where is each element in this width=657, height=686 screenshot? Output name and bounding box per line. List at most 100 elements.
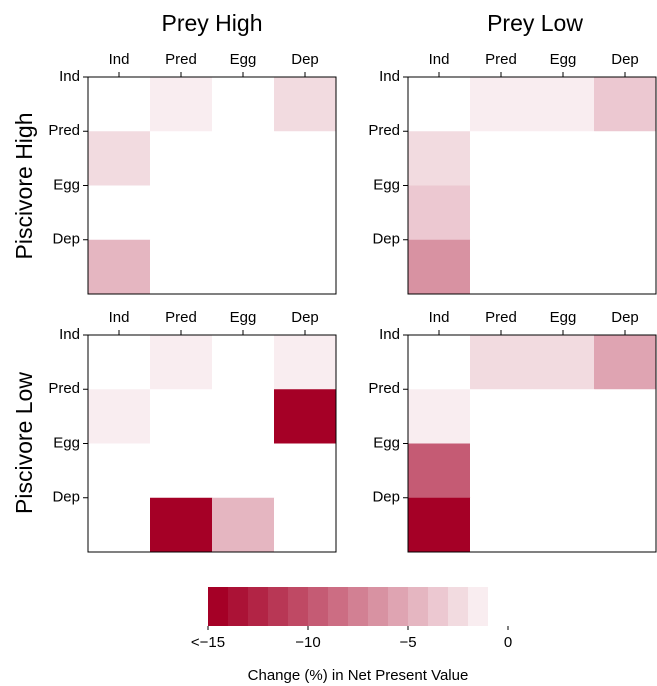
x-tick-label: Ind <box>429 51 450 68</box>
heatmap-cell <box>532 443 595 499</box>
colorbar-tick-label: −10 <box>295 634 320 651</box>
heatmap-cell <box>150 497 213 553</box>
colorbar-segment <box>368 587 389 626</box>
row-title: Piscivore Low <box>11 372 37 514</box>
colorbar-tick-label: <−15 <box>191 634 225 651</box>
heatmap-cell <box>150 335 213 390</box>
heatmap-cell <box>594 77 657 132</box>
colorbar-segment <box>328 587 349 626</box>
heatmap-cell <box>274 239 337 295</box>
x-tick-label: Egg <box>230 309 257 326</box>
heatmap-cell <box>88 77 151 132</box>
heatmap-cell <box>212 131 275 186</box>
heatmap-cell <box>470 131 533 186</box>
y-tick-label: Dep <box>52 489 80 506</box>
heatmap-cell <box>274 335 337 390</box>
heatmap-cell <box>408 131 471 186</box>
colorbar-segment <box>488 587 509 626</box>
colorbar-segment <box>208 587 229 626</box>
colorbar-segment <box>428 587 449 626</box>
heatmap-cell <box>274 131 337 186</box>
heatmap-cell <box>470 335 533 390</box>
x-tick-label: Dep <box>611 309 639 326</box>
colorbar-tick-label: 0 <box>504 634 512 651</box>
heatmap-cell <box>408 335 471 390</box>
heatmap-cell <box>150 443 213 499</box>
x-tick-label: Ind <box>429 309 450 326</box>
heatmap-cell <box>594 497 657 553</box>
heatmap-cell <box>532 131 595 186</box>
colorbar-segment <box>308 587 329 626</box>
heatmap-cell <box>532 335 595 390</box>
heatmap-cell <box>88 443 151 499</box>
x-tick-label: Dep <box>611 51 639 68</box>
y-tick-label: Egg <box>53 434 80 451</box>
y-tick-label: Dep <box>372 231 400 248</box>
heatmap-cell <box>150 389 213 444</box>
heatmap-cell <box>150 239 213 295</box>
heatmap-cell <box>470 239 533 295</box>
colorbar-segment <box>228 587 249 626</box>
colorbar-segment <box>408 587 429 626</box>
x-tick-label: Egg <box>550 51 577 68</box>
colorbar-segment <box>348 587 369 626</box>
heatmap-cell <box>594 443 657 499</box>
heatmap-cell <box>212 389 275 444</box>
heatmap-cell <box>408 239 471 295</box>
x-tick-label: Pred <box>485 51 517 68</box>
colorbar-segment <box>268 587 289 626</box>
heatmap-cell <box>274 389 337 444</box>
heatmap-cell <box>470 185 533 241</box>
y-tick-label: Egg <box>373 434 400 451</box>
x-tick-label: Pred <box>485 309 517 326</box>
x-tick-label: Pred <box>165 51 197 68</box>
heatmap-cell <box>408 77 471 132</box>
heatmap-cell <box>88 131 151 186</box>
heatmap-cell <box>408 443 471 499</box>
heatmap-cell <box>274 185 337 241</box>
y-tick-label: Ind <box>59 326 80 343</box>
x-tick-label: Egg <box>550 309 577 326</box>
x-tick-label: Ind <box>109 309 130 326</box>
heatmap-cell <box>594 335 657 390</box>
colorbar-segment <box>468 587 489 626</box>
colorbar-segment <box>248 587 269 626</box>
y-tick-label: Dep <box>372 489 400 506</box>
column-title: Prey High <box>162 10 263 36</box>
heatmap-cell <box>88 185 151 241</box>
heatmap-cell <box>470 443 533 499</box>
heatmap-cell <box>212 443 275 499</box>
heatmap-cell <box>212 239 275 295</box>
heatmap-cell <box>408 497 471 553</box>
heatmap-cell <box>150 77 213 132</box>
heatmap-cell <box>532 239 595 295</box>
colorbar-tick-label: −5 <box>399 634 416 651</box>
heatmap-cell <box>212 185 275 241</box>
colorbar-segment <box>388 587 409 626</box>
y-tick-label: Pred <box>368 122 400 139</box>
y-tick-label: Ind <box>379 326 400 343</box>
heatmap-cell <box>274 443 337 499</box>
heatmap-cell <box>212 77 275 132</box>
heatmap-cell <box>150 131 213 186</box>
x-tick-label: Dep <box>291 309 319 326</box>
heatmap-cell <box>88 497 151 553</box>
y-tick-label: Ind <box>379 68 400 85</box>
x-tick-label: Pred <box>165 309 197 326</box>
heatmap-cell <box>88 335 151 390</box>
y-tick-label: Egg <box>53 176 80 193</box>
y-tick-label: Pred <box>48 380 80 397</box>
y-tick-label: Pred <box>48 122 80 139</box>
x-tick-label: Dep <box>291 51 319 68</box>
y-tick-label: Egg <box>373 176 400 193</box>
heatmap-cell <box>470 497 533 553</box>
heatmap-cell <box>408 185 471 241</box>
heatmap-cell <box>594 131 657 186</box>
colorbar-segment <box>448 587 469 626</box>
heatmap-cell <box>594 239 657 295</box>
heatmap-cell <box>594 185 657 241</box>
row-title: Piscivore High <box>11 113 37 260</box>
column-title: Prey Low <box>487 10 583 36</box>
colorbar-label: Change (%) in Net Present Value <box>248 667 469 684</box>
